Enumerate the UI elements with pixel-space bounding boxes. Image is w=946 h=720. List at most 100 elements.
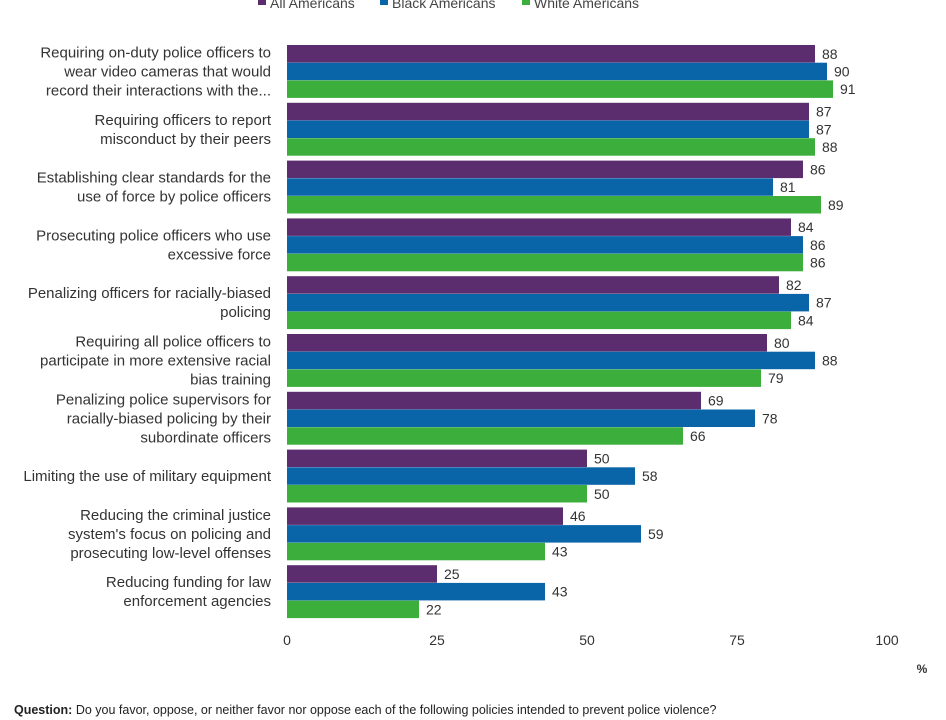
data-label: 66 bbox=[690, 428, 706, 444]
data-label: 25 bbox=[444, 566, 460, 582]
x-tick-label: 100 bbox=[875, 632, 899, 648]
data-label: 46 bbox=[570, 508, 586, 524]
category-label: Establishing clear standards for the bbox=[37, 170, 271, 187]
bar bbox=[287, 178, 773, 196]
bar bbox=[287, 449, 587, 468]
category-label: prosecuting low-level offenses bbox=[70, 545, 271, 562]
category-label: Reducing funding for law bbox=[106, 574, 271, 591]
bar bbox=[287, 160, 803, 179]
bar bbox=[287, 467, 635, 485]
data-label: 69 bbox=[708, 393, 724, 409]
data-label: 88 bbox=[822, 139, 838, 155]
bar bbox=[287, 311, 791, 330]
bar bbox=[287, 542, 545, 561]
data-label: 50 bbox=[594, 486, 610, 502]
question-footnote: Question: Do you favor, oppose, or neith… bbox=[14, 703, 717, 717]
category-label: enforcement agencies bbox=[123, 593, 271, 610]
legend-swatch bbox=[380, 0, 388, 5]
data-label: 22 bbox=[426, 601, 442, 617]
bar bbox=[287, 351, 815, 370]
bar bbox=[287, 507, 563, 525]
data-label: 91 bbox=[840, 81, 856, 97]
data-label: 84 bbox=[798, 219, 814, 235]
category-label: Requiring officers to report bbox=[95, 112, 272, 129]
x-tick-label: 75 bbox=[729, 632, 745, 648]
category-label: Prosecuting police officers who use bbox=[36, 227, 271, 244]
category-label: Reducing the criminal justice bbox=[80, 507, 271, 524]
bar bbox=[287, 391, 701, 410]
bar bbox=[287, 485, 587, 503]
category-label: misconduct by their peers bbox=[100, 131, 271, 148]
data-label: 59 bbox=[648, 526, 664, 542]
data-label: 88 bbox=[822, 46, 838, 62]
category-label: participate in more extensive racial bbox=[40, 352, 271, 369]
data-label: 43 bbox=[552, 584, 568, 600]
category-label: Penalizing officers for racially-biased bbox=[28, 285, 271, 302]
data-label: 89 bbox=[828, 197, 844, 213]
bar bbox=[287, 120, 809, 138]
legend-swatch bbox=[522, 0, 530, 5]
category-label: system's focus on policing and bbox=[68, 526, 271, 543]
x-tick-label: 0 bbox=[283, 632, 291, 648]
bar bbox=[287, 600, 419, 619]
x-tick-label: 25 bbox=[429, 632, 445, 648]
bar bbox=[287, 218, 791, 236]
bar bbox=[287, 62, 827, 81]
data-label: 88 bbox=[822, 352, 838, 368]
data-label: 87 bbox=[816, 104, 832, 120]
bar bbox=[287, 369, 761, 387]
data-label: 79 bbox=[768, 370, 784, 386]
bar bbox=[287, 196, 821, 214]
legend-label: All Americans bbox=[270, 0, 355, 11]
data-label: 43 bbox=[552, 544, 568, 560]
category-label: Penalizing police supervisors for bbox=[56, 391, 271, 408]
bar bbox=[287, 525, 641, 543]
category-label: use of force by police officers bbox=[77, 189, 271, 206]
bar bbox=[287, 427, 683, 445]
category-label: Limiting the use of military equipment bbox=[23, 468, 271, 485]
data-label: 87 bbox=[816, 295, 832, 311]
category-label: policing bbox=[220, 304, 271, 321]
data-label: 87 bbox=[816, 121, 832, 137]
bar bbox=[287, 334, 767, 352]
bar bbox=[287, 293, 809, 312]
category-label: Requiring all police officers to bbox=[75, 333, 271, 350]
category-label: racially-biased policing by their bbox=[67, 410, 271, 427]
bar bbox=[287, 253, 803, 272]
category-label: excessive force bbox=[168, 246, 271, 263]
bar bbox=[287, 276, 779, 294]
bar bbox=[287, 80, 833, 98]
legend-swatch bbox=[258, 0, 266, 5]
data-label: 86 bbox=[810, 237, 826, 253]
data-label: 84 bbox=[798, 312, 814, 328]
data-label: 86 bbox=[810, 255, 826, 271]
category-label: record their interactions with the... bbox=[46, 82, 271, 99]
bar bbox=[287, 582, 545, 601]
x-unit-label: % bbox=[917, 662, 928, 676]
category-label: Requiring on-duty police officers to bbox=[40, 44, 271, 61]
category-label: subordinate officers bbox=[140, 429, 271, 446]
question-text: Do you favor, oppose, or neither favor n… bbox=[72, 703, 717, 717]
data-label: 81 bbox=[780, 179, 796, 195]
bar bbox=[287, 45, 815, 63]
data-label: 90 bbox=[834, 63, 850, 79]
bar bbox=[287, 138, 815, 156]
category-label: wear video cameras that would bbox=[63, 63, 271, 80]
category-label: bias training bbox=[190, 371, 271, 388]
legend-label: White Americans bbox=[534, 0, 639, 11]
legend-label: Black Americans bbox=[392, 0, 495, 11]
x-tick-label: 50 bbox=[579, 632, 595, 648]
question-label: Question: bbox=[14, 703, 73, 717]
data-label: 50 bbox=[594, 450, 610, 466]
data-label: 86 bbox=[810, 161, 826, 177]
data-label: 78 bbox=[762, 410, 778, 426]
bar bbox=[287, 565, 437, 583]
data-label: 80 bbox=[774, 335, 790, 351]
bar bbox=[287, 102, 809, 121]
data-label: 58 bbox=[642, 468, 658, 484]
bar bbox=[287, 409, 755, 427]
bar bbox=[287, 236, 803, 254]
data-label: 82 bbox=[786, 277, 802, 293]
